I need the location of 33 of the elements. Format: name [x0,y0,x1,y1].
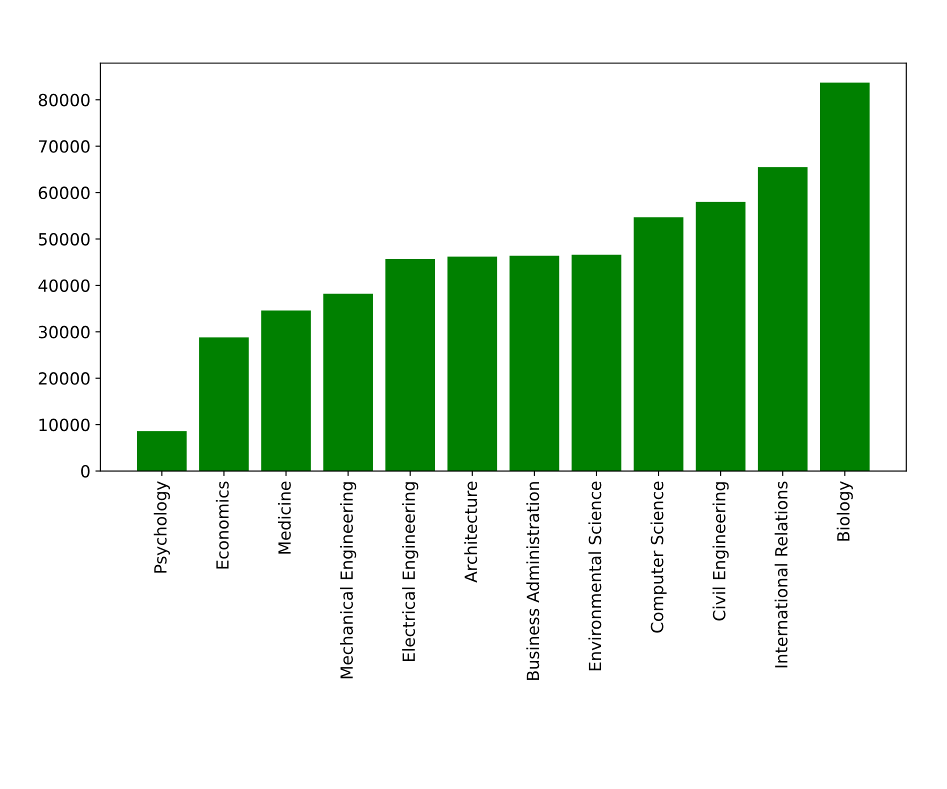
x-tick-label: Computer Science [650,482,667,633]
x-tick-label: Mechanical Engineering [340,482,356,678]
bar [634,217,684,472]
bar [137,431,187,472]
bar [510,256,560,472]
bar [572,254,622,472]
y-tick-label: 20000 [38,372,90,385]
x-tick-label: Architecture [464,482,478,583]
x-tick-label: Economics [216,482,229,568]
bar [385,258,436,472]
x-tick-label: Medicine [278,482,291,554]
y-tick-label: 80000 [38,94,90,106]
y-tick-label: 40000 [38,279,90,292]
x-tick-label: Electrical Engineering [402,482,418,662]
x-tick-label: Business Administration [526,482,540,680]
bar [261,310,311,472]
x-tick-label: Civil Engineering [712,482,729,621]
bar [758,167,808,472]
bar [696,202,746,472]
x-tick-label: Biology [836,481,853,541]
y-tick-label: 60000 [38,186,90,200]
x-tick-label: Psychology [154,481,170,573]
y-tick-label: 70000 [39,140,90,153]
x-tick-label: Environmental Science [588,482,602,670]
y-tick-label: 0 [81,464,90,478]
y-tick-label: 30000 [38,326,90,338]
bar [447,256,498,472]
y-tick-label: 10000 [39,418,90,432]
y-tick-label: 50000 [38,232,90,246]
bar [323,294,373,472]
bar [199,337,249,472]
x-tick-label: International Relations [774,482,788,668]
bar [820,82,870,472]
